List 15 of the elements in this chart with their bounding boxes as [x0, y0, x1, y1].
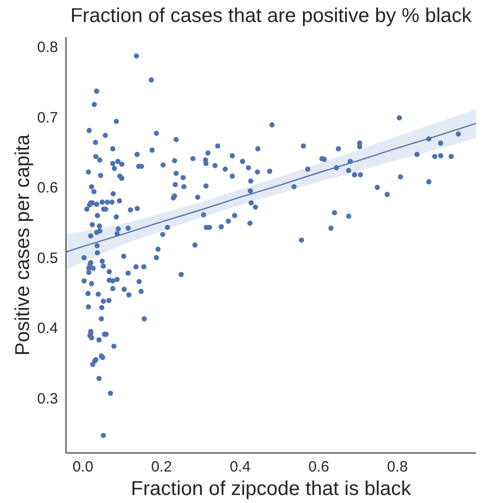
y-tick-label: 0.6	[37, 180, 58, 197]
x-tick-label: 0.6	[308, 458, 330, 476]
y-tick-label: 0.7	[37, 109, 58, 126]
chart-title: Fraction of cases that are positive by % black	[69, 5, 473, 28]
line-series	[66, 122, 476, 253]
y-tick-label: 0.5	[37, 250, 58, 267]
y-tick-label: 0.3	[37, 390, 58, 408]
x-tick-label: 0.2	[151, 458, 172, 476]
x-tick-label: 0.8	[386, 458, 408, 476]
y-axis-title: Positive cases per capita	[12, 134, 34, 356]
x-axis-title: Fraction of zipcode that is black	[130, 478, 412, 500]
x-tick-label: 0.0	[72, 458, 94, 476]
x-tick-label: 0.4	[230, 458, 251, 476]
y-tick-label: 0.4	[37, 320, 58, 338]
y-tick-label: 0.8	[37, 39, 58, 56]
